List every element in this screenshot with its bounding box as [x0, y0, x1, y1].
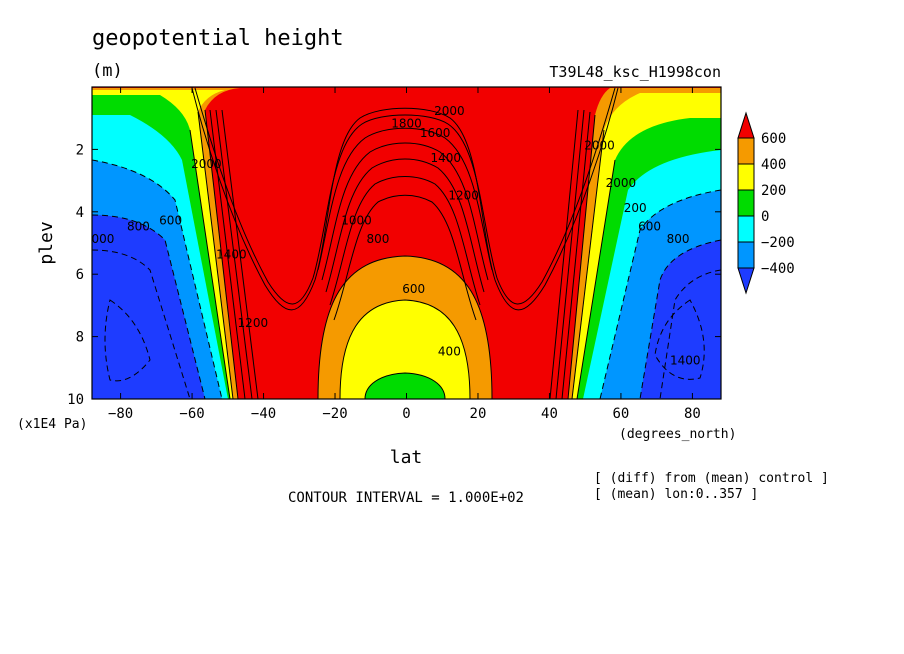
contour-label: 2000 — [584, 138, 615, 152]
contour-label: 1400 — [431, 151, 462, 165]
colorbar-segment — [737, 189, 755, 217]
colorbar-top-arrow — [737, 111, 755, 139]
contour-interval: CONTOUR INTERVAL = 1.000E+02 — [288, 490, 524, 506]
contour-label: 600 — [638, 220, 661, 234]
contour-label: 600 — [159, 213, 182, 227]
chart-units: (m) — [92, 61, 123, 81]
colorbar-label: 400 — [761, 157, 786, 173]
y-tick-label: 8 — [76, 330, 84, 346]
note-mean: [ (mean) lon:0..357 ] — [594, 487, 758, 502]
contour-label: 2000 — [606, 176, 637, 190]
contour-label: 1000 — [341, 213, 372, 227]
y-tick-label: 2 — [76, 142, 84, 158]
contour-lines — [189, 87, 619, 399]
x-tick-label: −60 — [179, 406, 204, 422]
x-tick-label: 40 — [541, 406, 558, 422]
experiment-label: T39L48_ksc_H1998con — [549, 63, 721, 81]
contour-label: 2000 — [191, 157, 222, 171]
x-tick-label: 60 — [613, 406, 630, 422]
contour-label: 1400 — [670, 354, 701, 368]
x-tick-label: −20 — [322, 406, 347, 422]
contour-label: 2000 — [434, 104, 465, 118]
x-tick-label: 20 — [470, 406, 487, 422]
y-tick-label: 4 — [76, 205, 84, 221]
colorbar-segment — [737, 163, 755, 191]
contour-label: 1800 — [391, 117, 422, 131]
contour-label: 1200 — [238, 316, 269, 330]
colorbar-segment — [737, 241, 755, 269]
contour-label: 1200 — [448, 188, 479, 202]
fill-left-blue — [92, 215, 205, 399]
y-axis: 2 4 6 8 10 — [67, 142, 721, 408]
x-tick-label: 0 — [402, 406, 410, 422]
x-axis-unit: (degrees_north) — [619, 427, 736, 442]
y-axis-unit: (x1E4 Pa) — [17, 417, 87, 432]
x-tick-label: −40 — [251, 406, 276, 422]
colorbar-bottom-arrow — [737, 267, 755, 295]
colorbar-label: −400 — [761, 261, 795, 277]
contour-label: 800 — [366, 232, 389, 246]
y-tick-label: 10 — [67, 392, 84, 408]
x-axis: −80 −60 −40 −20 0 20 40 60 80 — [108, 87, 701, 422]
y-tick-label: 6 — [76, 267, 84, 283]
y-axis-label: plev — [36, 221, 57, 264]
colorbar-label: 200 — [761, 183, 786, 199]
contour-label: 1400 — [216, 248, 247, 262]
colorbar-label: 600 — [761, 131, 786, 147]
fill-center-green — [365, 373, 445, 399]
colorbar: 600 400 200 0 −200 −400 — [737, 111, 795, 295]
contour-label: 1000 — [84, 232, 115, 246]
contour-label: 800 — [667, 232, 690, 246]
contour-label: 200 — [624, 201, 647, 215]
fill-center-yellow — [340, 300, 470, 399]
colorbar-label: 0 — [761, 209, 769, 225]
dashed-contours — [92, 159, 721, 399]
x-tick-label: −80 — [108, 406, 133, 422]
fill-right-blue — [640, 240, 721, 399]
contour-label: 400 — [438, 344, 461, 358]
chart-title: geopotential height — [92, 26, 344, 51]
colorbar-segment — [737, 215, 755, 243]
colorbar-label: −200 — [761, 235, 795, 251]
colorbar-segment — [737, 137, 755, 165]
x-axis-label: lat — [390, 447, 423, 468]
contour-label: 1600 — [420, 126, 451, 140]
contour-label: 800 — [127, 220, 150, 234]
x-tick-label: 80 — [684, 406, 701, 422]
contour-label: 600 — [402, 282, 425, 296]
note-diff: [ (diff) from (mean) control ] — [594, 471, 829, 486]
